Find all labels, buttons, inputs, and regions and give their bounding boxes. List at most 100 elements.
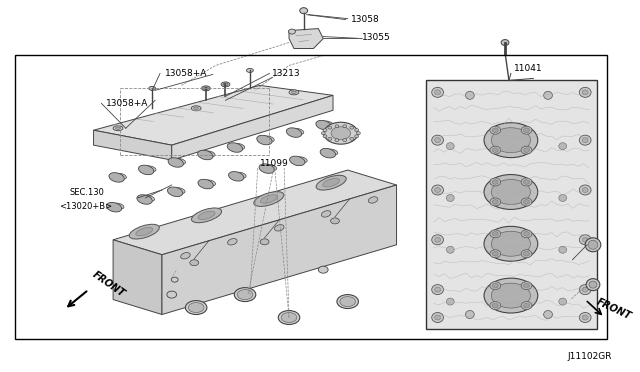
Ellipse shape xyxy=(145,166,156,172)
Ellipse shape xyxy=(286,128,301,137)
Text: 13058+A: 13058+A xyxy=(106,99,148,108)
Ellipse shape xyxy=(318,266,328,273)
Ellipse shape xyxy=(324,122,358,144)
Ellipse shape xyxy=(524,303,529,308)
Ellipse shape xyxy=(198,150,213,160)
Ellipse shape xyxy=(521,198,532,206)
Ellipse shape xyxy=(116,173,126,179)
Ellipse shape xyxy=(589,281,597,288)
Ellipse shape xyxy=(343,139,347,142)
Ellipse shape xyxy=(501,39,509,45)
Ellipse shape xyxy=(446,246,454,253)
Ellipse shape xyxy=(167,291,177,298)
Ellipse shape xyxy=(435,90,440,95)
Ellipse shape xyxy=(432,285,444,295)
Ellipse shape xyxy=(168,187,183,196)
Ellipse shape xyxy=(355,129,358,132)
Text: <13020+B>: <13020+B> xyxy=(60,202,113,211)
Ellipse shape xyxy=(559,195,566,202)
Ellipse shape xyxy=(340,296,355,307)
Ellipse shape xyxy=(316,175,346,190)
Ellipse shape xyxy=(492,283,498,288)
Ellipse shape xyxy=(266,164,276,170)
Ellipse shape xyxy=(175,158,186,164)
Ellipse shape xyxy=(524,232,529,236)
Ellipse shape xyxy=(492,231,531,256)
Ellipse shape xyxy=(524,283,529,288)
Ellipse shape xyxy=(316,121,332,130)
Ellipse shape xyxy=(202,86,211,91)
Ellipse shape xyxy=(582,90,588,95)
Ellipse shape xyxy=(290,156,305,166)
Ellipse shape xyxy=(586,279,600,291)
Ellipse shape xyxy=(543,92,552,99)
Ellipse shape xyxy=(490,282,500,290)
Ellipse shape xyxy=(300,8,308,14)
Text: J11102GR: J11102GR xyxy=(567,352,612,361)
Ellipse shape xyxy=(281,312,297,323)
Ellipse shape xyxy=(260,195,277,203)
Ellipse shape xyxy=(343,125,347,128)
Ellipse shape xyxy=(264,136,274,142)
Polygon shape xyxy=(162,185,397,314)
Text: FRONT: FRONT xyxy=(91,270,127,299)
Ellipse shape xyxy=(328,126,332,129)
Ellipse shape xyxy=(579,135,591,145)
Ellipse shape xyxy=(490,302,500,310)
Ellipse shape xyxy=(198,179,213,189)
Ellipse shape xyxy=(109,173,124,182)
Ellipse shape xyxy=(234,288,256,302)
Ellipse shape xyxy=(446,298,454,305)
Ellipse shape xyxy=(559,143,566,150)
Ellipse shape xyxy=(331,127,351,140)
Ellipse shape xyxy=(323,121,333,127)
Ellipse shape xyxy=(221,82,230,87)
Ellipse shape xyxy=(260,239,269,245)
Ellipse shape xyxy=(582,287,588,292)
Ellipse shape xyxy=(435,287,440,292)
Ellipse shape xyxy=(490,146,500,154)
Ellipse shape xyxy=(116,127,120,129)
Ellipse shape xyxy=(289,29,296,34)
Ellipse shape xyxy=(106,202,122,212)
Ellipse shape xyxy=(174,187,185,193)
Ellipse shape xyxy=(327,149,338,155)
Polygon shape xyxy=(93,130,172,160)
Ellipse shape xyxy=(435,237,440,242)
Ellipse shape xyxy=(228,238,237,245)
Ellipse shape xyxy=(484,278,538,313)
Ellipse shape xyxy=(432,185,444,195)
Polygon shape xyxy=(289,29,323,48)
Ellipse shape xyxy=(521,302,532,310)
Text: 13055: 13055 xyxy=(362,33,391,42)
Ellipse shape xyxy=(521,282,532,290)
Ellipse shape xyxy=(521,126,532,134)
Ellipse shape xyxy=(559,298,566,305)
Ellipse shape xyxy=(582,237,588,242)
Ellipse shape xyxy=(321,132,325,135)
Ellipse shape xyxy=(582,187,588,192)
Ellipse shape xyxy=(296,157,307,163)
Ellipse shape xyxy=(559,246,566,253)
Ellipse shape xyxy=(321,211,331,217)
Ellipse shape xyxy=(492,180,498,184)
Text: 13058: 13058 xyxy=(351,15,380,24)
Ellipse shape xyxy=(484,226,538,261)
Ellipse shape xyxy=(484,123,538,158)
Ellipse shape xyxy=(320,148,335,158)
Text: FRONT: FRONT xyxy=(595,297,633,322)
Ellipse shape xyxy=(521,146,532,154)
Ellipse shape xyxy=(579,285,591,295)
Ellipse shape xyxy=(446,195,454,202)
Ellipse shape xyxy=(524,148,529,153)
Ellipse shape xyxy=(278,311,300,324)
Ellipse shape xyxy=(490,230,500,238)
Bar xyxy=(426,80,597,330)
Ellipse shape xyxy=(148,86,156,90)
Ellipse shape xyxy=(490,178,500,186)
Ellipse shape xyxy=(356,132,360,135)
Ellipse shape xyxy=(291,91,296,94)
Ellipse shape xyxy=(323,135,327,138)
Ellipse shape xyxy=(259,164,275,173)
Ellipse shape xyxy=(191,208,221,223)
